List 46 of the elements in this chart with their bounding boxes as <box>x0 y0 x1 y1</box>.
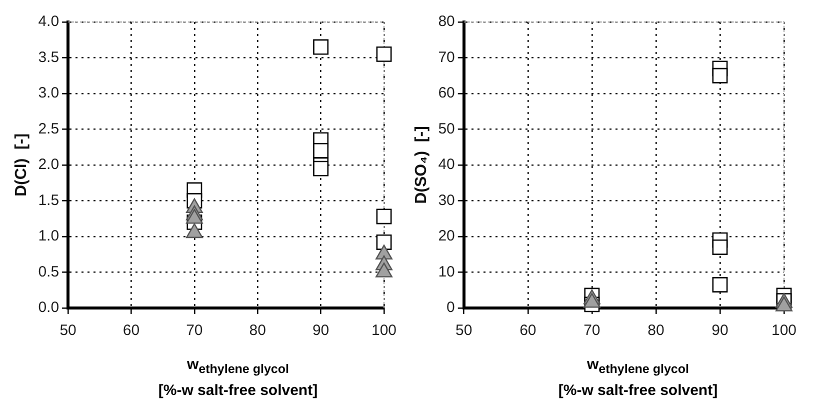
x-tick-label: 60 <box>122 322 140 340</box>
y-tick-label: 80 <box>438 13 455 30</box>
point <box>376 208 392 224</box>
y-tick-label: 3.5 <box>38 48 60 66</box>
y-tick-label: 2.0 <box>38 156 60 174</box>
y-tick-label: 40 <box>438 156 455 174</box>
y-tick-label: 0 <box>446 299 455 316</box>
point <box>186 223 203 238</box>
point <box>712 68 728 84</box>
y-tick-label: 60 <box>438 84 455 102</box>
x-tick-label: 80 <box>249 322 266 340</box>
y-tick-label: 20 <box>438 228 455 245</box>
x-tick-label: 90 <box>312 322 330 340</box>
point <box>313 142 329 158</box>
y-tick-label: 0.5 <box>38 263 60 280</box>
x-tick-label: 100 <box>371 322 397 340</box>
x-axis-title: w$_{ethylene glycol}$ [%-w salt-free solvent] <box>157 355 319 401</box>
point <box>712 240 728 255</box>
x-tick-label: 70 <box>584 322 600 340</box>
y-tick-label: 2.5 <box>38 120 60 138</box>
y-tick-label: 1.0 <box>38 228 60 245</box>
point <box>376 262 392 278</box>
point <box>376 244 392 260</box>
x-tick-label: 90 <box>712 322 728 340</box>
y-axis-title: D(SO₄) [-] <box>413 126 430 204</box>
x-tick-label: 60 <box>520 322 536 340</box>
y-tick-label: 70 <box>438 48 455 66</box>
x-axis-title: w$_{ethylene glycol}$ [%-w salt-free solvent] <box>557 355 719 401</box>
y-tick-label: 50 <box>438 120 455 138</box>
y-tick-label: 10 <box>438 263 455 280</box>
y-tick-label: 0.0 <box>38 299 60 316</box>
point <box>313 39 329 55</box>
y-tick-label: 1.5 <box>38 192 60 209</box>
y-tick-label: 30 <box>438 192 455 209</box>
x-tick-label: 100 <box>771 322 797 340</box>
point <box>376 46 392 62</box>
y-axis-title: D(Cl) [-] <box>13 133 30 197</box>
point <box>712 277 728 292</box>
y-tick-label: 4.0 <box>38 13 60 30</box>
x-tick-label: 70 <box>186 322 203 340</box>
x-tick-label: 80 <box>648 322 664 340</box>
x-tick-label: 50 <box>456 322 472 340</box>
x-tick-label: 50 <box>60 322 76 340</box>
point <box>313 160 329 176</box>
y-tick-label: 3.0 <box>38 84 60 102</box>
point <box>186 208 203 224</box>
